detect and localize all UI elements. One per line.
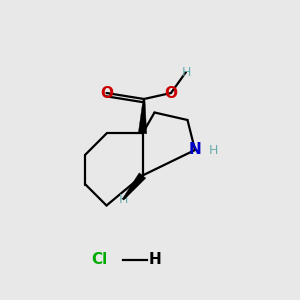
Text: H: H xyxy=(181,65,191,79)
Text: Cl: Cl xyxy=(91,252,107,267)
Text: H: H xyxy=(148,252,161,267)
Polygon shape xyxy=(122,173,146,200)
Text: N: N xyxy=(189,142,201,158)
Text: O: O xyxy=(164,85,178,100)
Text: H: H xyxy=(118,193,128,206)
Polygon shape xyxy=(138,99,147,134)
Text: H: H xyxy=(208,143,218,157)
Text: O: O xyxy=(100,85,113,100)
